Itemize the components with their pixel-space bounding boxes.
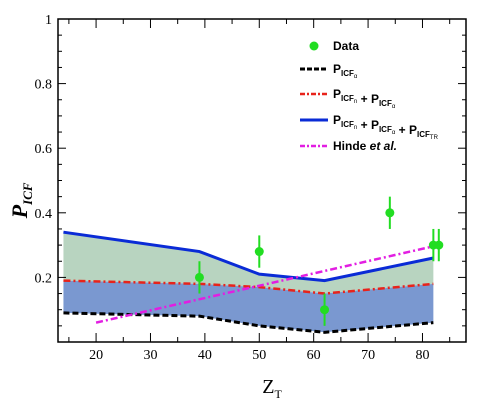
x-tick-label: 30 <box>143 348 157 363</box>
data-points <box>194 196 444 326</box>
data-point <box>194 272 204 282</box>
x-tick-label: 50 <box>252 348 266 363</box>
axis-labels: ZT PICF <box>7 182 282 401</box>
y-tick-label: 0.6 <box>35 142 53 157</box>
x-tick-label: 20 <box>89 348 103 363</box>
x-tick-label: 80 <box>415 348 429 363</box>
y-tick-label: 1 <box>45 13 52 28</box>
data-point <box>434 240 444 250</box>
band-icf_alpha-icf_n_alpha <box>63 280 434 333</box>
legend-label-hinde: Hinde et al. <box>333 139 397 153</box>
data-point <box>320 305 330 315</box>
legend-marker-data <box>309 41 319 51</box>
y-tick-label: 0.2 <box>35 271 53 286</box>
series-lines <box>63 230 440 334</box>
legend-label-icf_n_alpha: PICFn + PICFα <box>333 87 396 110</box>
x-tick-label: 70 <box>361 348 375 363</box>
line-icf_total <box>63 230 434 283</box>
axis-ticks: 0.2 0.4 0.6 0.8 1 20 30 40 50 60 70 80 <box>35 13 466 363</box>
y-tick-label: 0.4 <box>35 207 53 222</box>
x-tick-label: 40 <box>198 348 212 363</box>
line-icf_n_alpha <box>63 279 434 295</box>
legend: Data PICFα PICFn + PICFα PICFn + PICFα + PI… <box>300 39 439 153</box>
legend-label-icf_alpha: PICFα <box>333 62 358 80</box>
x-tick-label: 60 <box>307 348 321 363</box>
legend-label-icf_total: PICFn + PICFα + PICFTR <box>333 113 439 141</box>
y-axis-label: PICF <box>7 182 35 219</box>
line-icf_alpha <box>63 311 434 334</box>
line-hinde <box>95 243 440 324</box>
data-point <box>254 247 264 257</box>
legend-label-data: Data <box>333 39 359 53</box>
y-tick-label: 0.8 <box>35 78 53 93</box>
data-point <box>385 208 395 218</box>
x-axis-label: ZT <box>262 376 282 401</box>
